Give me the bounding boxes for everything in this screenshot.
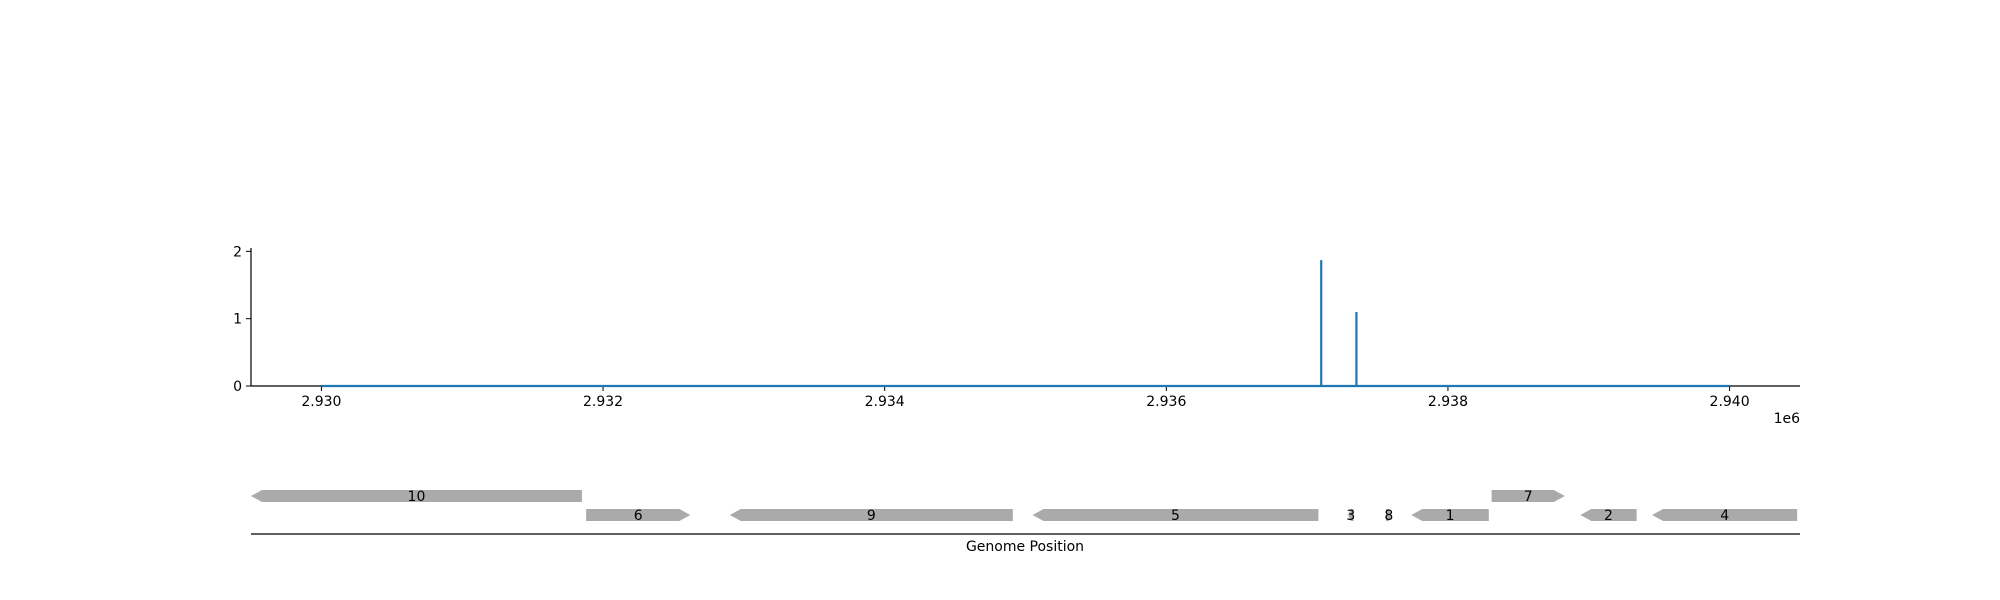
gene-label: 1 [1446,508,1455,524]
coverage-plot: 0 1 2 2.930 2.932 2.934 2.936 2.938 2.940 1e6 [233,244,1800,427]
y-tick-label: 2 [233,244,242,260]
gene-arrow [1652,509,1798,521]
x-tick-label: 2.940 [1710,394,1750,410]
x-tick-label: 2.936 [1146,394,1186,410]
gene-arrow [1411,509,1489,521]
gene-feature: 1 [1411,508,1489,524]
gene-arrow [729,509,1013,521]
x-offset-label: 1e6 [1774,411,1801,427]
gene-label: 5 [1171,508,1180,524]
gene-label: 9 [867,508,876,524]
x-tick-label: 2.930 [301,394,341,410]
y-axis-ticks: 0 1 2 [233,244,251,395]
gene-feature: 10 [251,489,582,505]
gene-label: 4 [1720,508,1729,524]
x-tick-label: 2.938 [1428,394,1468,410]
gene-arrow [586,509,691,521]
gene-arrow [251,490,582,502]
x-axis-label: Genome Position [966,539,1084,555]
gene-feature: 7 [1491,489,1565,505]
x-tick-label: 2.932 [583,394,623,410]
gene-feature: 6 [586,508,691,524]
gene-track: 10 6 9 5 3 8 1 7 2 4 Genome Position [251,489,1800,555]
gene-arrow [1491,490,1565,502]
gene-feature: 4 [1652,508,1798,524]
gene-label: 6 [634,508,643,524]
gene-feature: 9 [729,508,1013,524]
gene-feature: 5 [1032,508,1319,524]
gene-arrow [1580,509,1637,521]
gene-label: 2 [1604,508,1613,524]
gene-label: 7 [1524,489,1533,505]
gene-label: 8 [1384,508,1393,524]
coverage-line [321,260,1730,388]
y-tick-label: 1 [233,312,242,328]
gene-label: 10 [408,489,426,505]
x-axis-ticks: 2.930 2.932 2.934 2.936 2.938 2.940 [301,386,1750,410]
gene-arrow [1385,509,1392,521]
gene-feature: 2 [1580,508,1637,524]
gene-feature: 8 [1384,508,1393,524]
x-tick-label: 2.934 [865,394,905,410]
gene-arrow [1032,509,1319,521]
gene-feature: 3 [1346,508,1355,524]
gene-label: 3 [1346,508,1355,524]
gene-features: 10 6 9 5 3 8 1 7 2 4 [251,489,1798,524]
coverage-series [321,260,1730,388]
y-tick-label: 0 [233,379,242,395]
gene-arrow [1347,509,1354,521]
